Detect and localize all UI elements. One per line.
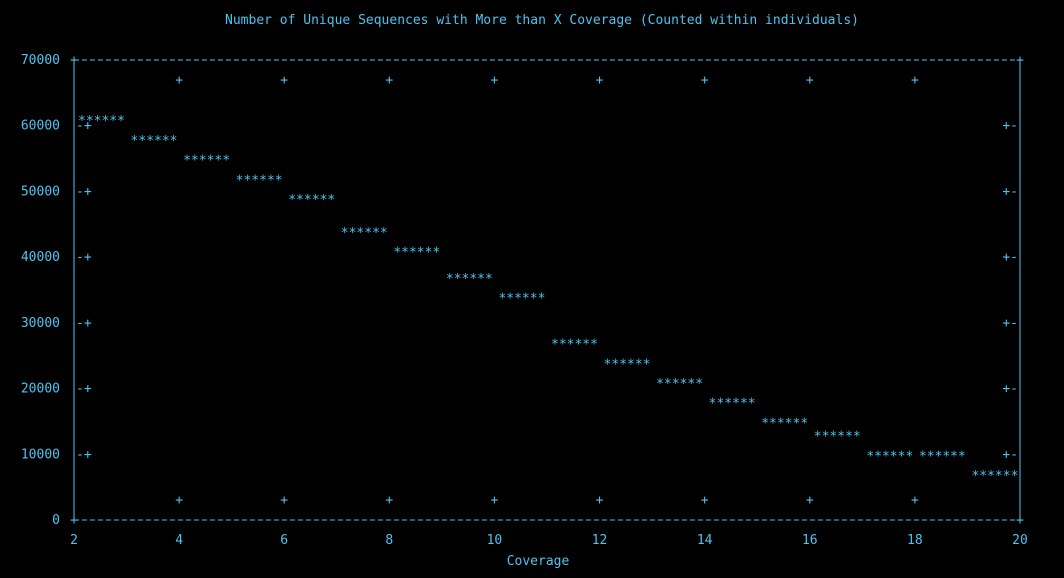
x-tick-label: 10 bbox=[487, 533, 503, 548]
x-tick-mark-bottom: + bbox=[596, 493, 604, 508]
data-point: ****** bbox=[761, 416, 808, 431]
chart-title: Number of Unique Sequences with More tha… bbox=[225, 13, 859, 28]
data-point: ****** bbox=[393, 246, 440, 261]
x-tick-label: 2 bbox=[70, 533, 78, 548]
x-axis-label: Coverage bbox=[507, 554, 570, 569]
y-tick-mark-left: -+ bbox=[76, 447, 92, 462]
y-tick-label: 30000 bbox=[21, 316, 60, 331]
frame-corner-mark: + bbox=[70, 53, 78, 68]
x-tick-mark-bottom: + bbox=[280, 493, 288, 508]
frame-corner-mark: + bbox=[1016, 513, 1024, 528]
x-tick-mark-bottom: + bbox=[385, 493, 393, 508]
plot-frame: + + + + bbox=[70, 53, 1024, 528]
x-tick-label: 18 bbox=[907, 533, 923, 548]
data-point: ****** bbox=[78, 114, 125, 129]
y-tick-mark-right: +- bbox=[1002, 447, 1018, 462]
x-tick-label: 6 bbox=[280, 533, 288, 548]
y-tick-mark-right: +- bbox=[1002, 250, 1018, 265]
y-tick-mark-left: -+ bbox=[76, 119, 92, 134]
x-axis: 2 4 + +6 + +8 + +10 + +12 + +14 + +16 + +18 + +20 bbox=[70, 73, 1028, 548]
y-tick-mark-left: -+ bbox=[76, 250, 92, 265]
y-tick-label: 50000 bbox=[21, 184, 60, 199]
y-tick-mark-left: -+ bbox=[76, 184, 92, 199]
data-point: ****** bbox=[288, 193, 335, 208]
y-tick-mark-left: -+ bbox=[76, 382, 92, 397]
data-point: ****** bbox=[341, 226, 388, 241]
data-point: ****** bbox=[971, 469, 1018, 484]
y-tick-label: 70000 bbox=[21, 53, 60, 68]
x-tick-mark-bottom: + bbox=[911, 493, 919, 508]
data-point: ****** bbox=[551, 338, 598, 353]
data-point: ****** bbox=[498, 292, 545, 307]
x-tick-mark-top: + bbox=[806, 73, 814, 88]
y-tick-label: 20000 bbox=[21, 382, 60, 397]
y-tick-mark-right: +- bbox=[1002, 316, 1018, 331]
x-tick-mark-bottom: + bbox=[175, 493, 183, 508]
x-tick-mark-top: + bbox=[175, 73, 183, 88]
x-tick-mark-top: + bbox=[596, 73, 604, 88]
data-point: ****** bbox=[814, 430, 861, 445]
data-point: ****** bbox=[183, 154, 230, 169]
y-tick-mark-left: -+ bbox=[76, 316, 92, 331]
y-tick-label: 10000 bbox=[21, 447, 60, 462]
frame-corner-mark: + bbox=[1016, 53, 1024, 68]
data-point: ****** bbox=[866, 449, 913, 464]
x-tick-label: 20 bbox=[1012, 533, 1028, 548]
x-tick-mark-bottom: + bbox=[806, 493, 814, 508]
y-axis: 0 10000 -+ +- 20000 -+ +- 30000 -+ +- 40000 -+ +- 500… bbox=[21, 53, 1018, 528]
frame-corner-mark: + bbox=[70, 513, 78, 528]
y-tick-label: 60000 bbox=[21, 119, 60, 134]
x-tick-label: 4 bbox=[175, 533, 183, 548]
x-tick-label: 8 bbox=[385, 533, 393, 548]
data-point: ****** bbox=[604, 357, 651, 372]
data-point: ****** bbox=[446, 272, 493, 287]
x-tick-label: 16 bbox=[802, 533, 818, 548]
x-tick-label: 12 bbox=[592, 533, 608, 548]
x-tick-mark-bottom: + bbox=[491, 493, 499, 508]
y-tick-mark-right: +- bbox=[1002, 119, 1018, 134]
data-point: ****** bbox=[236, 173, 283, 188]
x-tick-mark-top: + bbox=[701, 73, 709, 88]
data-point: ****** bbox=[656, 377, 703, 392]
y-tick-label: 40000 bbox=[21, 250, 60, 265]
data-point: ****** bbox=[131, 134, 178, 149]
x-tick-mark-top: + bbox=[385, 73, 393, 88]
data-point: ****** bbox=[709, 397, 756, 412]
y-tick-mark-right: +- bbox=[1002, 184, 1018, 199]
y-tick-label: 0 bbox=[52, 513, 60, 528]
x-tick-mark-top: + bbox=[911, 73, 919, 88]
x-tick-mark-top: + bbox=[280, 73, 288, 88]
y-tick-mark-right: +- bbox=[1002, 382, 1018, 397]
data-point: ****** bbox=[919, 449, 966, 464]
x-tick-label: 14 bbox=[697, 533, 713, 548]
x-tick-mark-bottom: + bbox=[701, 493, 709, 508]
data-series: ****** ****** ****** ****** ****** ****** ****… bbox=[78, 114, 1018, 484]
x-tick-mark-top: + bbox=[491, 73, 499, 88]
